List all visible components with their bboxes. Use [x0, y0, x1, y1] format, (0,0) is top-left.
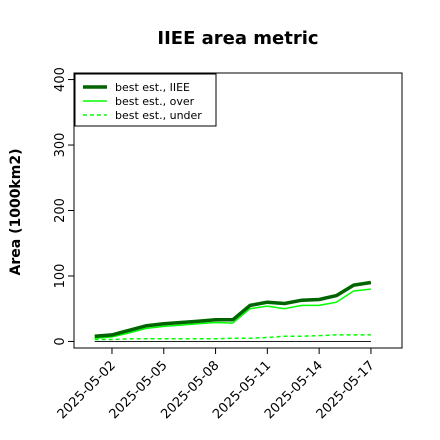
legend-label-0: best est., IIEE [115, 81, 190, 94]
series-line-1 [94, 288, 371, 339]
legend-box [74, 73, 217, 127]
y-tick-label-4: 400 [53, 67, 68, 92]
y-axis: 0 100 200 300 400 [53, 67, 74, 346]
legend-label-1: best est., over [115, 95, 195, 108]
legend-label-2: best est., under [115, 109, 202, 122]
series-line-2 [94, 334, 371, 341]
chart-title: IIEE area metric [157, 28, 318, 49]
y-tick-label-0: 0 [53, 337, 68, 345]
y-axis-label: Area (1000km2) [8, 149, 24, 276]
x-axis: 2025-05-022025-05-052025-05-082025-05-11… [55, 348, 378, 422]
series-line-0 [94, 280, 372, 338]
y-tick-label-3: 300 [53, 133, 68, 158]
y-tick-label-2: 200 [53, 198, 68, 223]
series-layer [94, 280, 372, 342]
y-tick-label-1: 100 [53, 264, 68, 289]
